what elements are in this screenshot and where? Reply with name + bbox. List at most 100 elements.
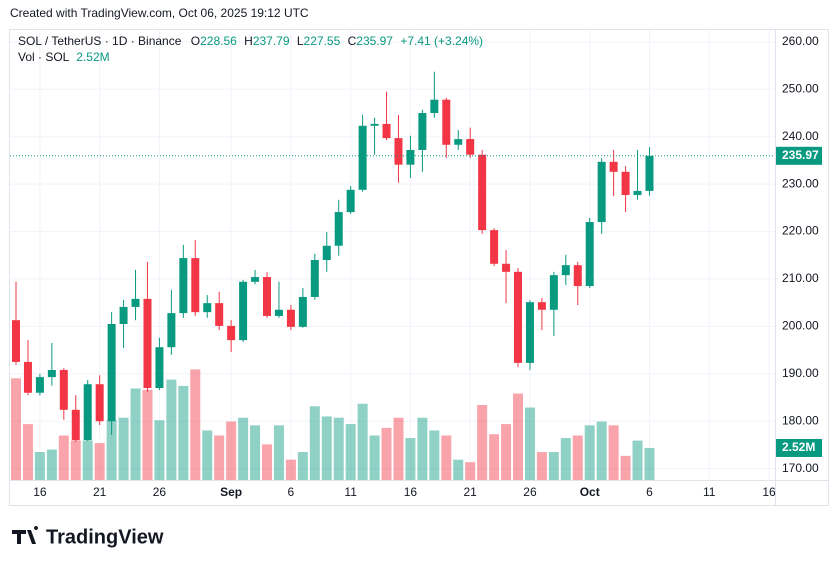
volume-bar xyxy=(536,452,547,480)
volume-bar xyxy=(572,435,583,480)
volume-bar xyxy=(22,424,33,480)
y-tick-label: 210.00 xyxy=(782,271,819,285)
last-price-label: 235.97 xyxy=(782,148,819,162)
candle-body xyxy=(215,303,224,326)
y-tick-label: 190.00 xyxy=(782,366,819,380)
x-tick-label: 21 xyxy=(464,485,478,499)
volume-bar xyxy=(106,420,117,480)
x-tick-label: 21 xyxy=(93,485,107,499)
candle-body xyxy=(107,323,116,422)
volume-bar xyxy=(262,444,272,480)
last-price-box xyxy=(776,146,822,165)
candle-body xyxy=(382,123,391,139)
volume-bar xyxy=(501,424,512,480)
candle-body xyxy=(514,271,522,363)
candle-body xyxy=(370,123,379,126)
volume-bar xyxy=(214,435,225,480)
candle-body xyxy=(12,320,20,362)
created-note: Created with TradingView.com, Oct 06, 20… xyxy=(10,6,309,20)
volume-bar xyxy=(357,403,368,480)
candle-body xyxy=(322,245,331,260)
x-tick-label: 6 xyxy=(646,485,653,499)
candle-body xyxy=(454,139,463,145)
candle-body xyxy=(95,384,104,422)
y-tick-label: 240.00 xyxy=(782,129,819,143)
volume-bar xyxy=(453,459,464,480)
volume-bar xyxy=(250,425,261,480)
volume-bar xyxy=(417,417,428,480)
volume-bar xyxy=(632,440,643,480)
legend-l: L xyxy=(297,34,304,48)
volume-bar xyxy=(178,385,189,480)
candle-body xyxy=(155,347,164,389)
x-tick-label: 26 xyxy=(153,485,167,499)
volume-legend-title: Vol · SOL xyxy=(18,50,70,64)
candle-body xyxy=(251,277,260,282)
volume-legend: Vol · SOL 2.52M xyxy=(18,50,110,64)
volume-bar xyxy=(489,434,500,480)
x-tick-label: 16 xyxy=(404,485,418,499)
x-tick-label: 11 xyxy=(703,485,716,499)
volume-bar xyxy=(34,452,45,480)
x-tick-label: 16 xyxy=(762,485,776,499)
legend-o: O xyxy=(191,34,200,48)
volume-bar xyxy=(524,407,535,480)
volume-bar xyxy=(273,425,284,480)
volume-bar xyxy=(644,447,655,480)
volume-bar xyxy=(58,435,69,480)
volume-bar xyxy=(70,440,81,480)
candle-body xyxy=(263,277,271,316)
volume-bar xyxy=(130,388,141,480)
candle-body xyxy=(203,303,212,313)
candle-body xyxy=(597,161,606,223)
y-tick-label: 180.00 xyxy=(782,413,819,427)
candle-body xyxy=(621,171,630,196)
legend-high: 237.79 xyxy=(253,34,290,48)
volume-bar xyxy=(166,379,177,480)
volume-label: 2.52M xyxy=(782,440,815,454)
legend-close: 235.97 xyxy=(356,34,393,48)
volume-bar xyxy=(596,421,607,480)
y-tick-label: 230.00 xyxy=(782,176,819,190)
candle-body xyxy=(59,369,68,410)
candle-body xyxy=(131,298,140,307)
candle-body xyxy=(394,138,403,165)
volume-bar xyxy=(465,462,476,480)
volume-bar xyxy=(321,416,332,480)
candle-body xyxy=(310,259,319,297)
volume-bar xyxy=(82,440,93,480)
candle-body xyxy=(191,258,200,313)
volume-bar xyxy=(513,393,523,480)
plot xyxy=(10,30,775,480)
volume-bar xyxy=(226,421,237,480)
candle-body xyxy=(466,139,475,155)
candle-body xyxy=(573,265,582,287)
candle-body xyxy=(561,265,570,276)
volume-bar xyxy=(154,420,165,480)
y-tick-label: 200.00 xyxy=(782,319,819,333)
volume-bar xyxy=(381,427,392,480)
x-tick-label: Sep xyxy=(220,485,242,499)
candle-body xyxy=(346,189,355,213)
volume-bar xyxy=(309,406,320,480)
volume-bar xyxy=(202,430,213,480)
logo-icon xyxy=(12,526,39,544)
volume-bar xyxy=(11,378,21,480)
volume-bar xyxy=(333,417,344,480)
y-tick-label: 220.00 xyxy=(782,224,819,238)
legend-change: +7.41 (+3.24%) xyxy=(400,34,483,48)
volume-bar xyxy=(345,424,356,480)
volume-bar xyxy=(238,417,249,480)
candle-body xyxy=(418,112,427,150)
legend: SOL / TetherUS · 1D · Binance O228.56 H2… xyxy=(18,34,483,48)
volume-bar xyxy=(560,438,571,480)
candle-body xyxy=(83,384,92,441)
volume-bar xyxy=(46,449,57,480)
y-tick-label: 250.00 xyxy=(782,81,819,95)
logo: TradingView xyxy=(12,526,164,548)
legend-h: H xyxy=(244,34,253,48)
volume-bar xyxy=(441,435,452,480)
candle-body xyxy=(549,275,558,310)
candle-body xyxy=(633,190,642,196)
candle-body xyxy=(585,222,594,287)
